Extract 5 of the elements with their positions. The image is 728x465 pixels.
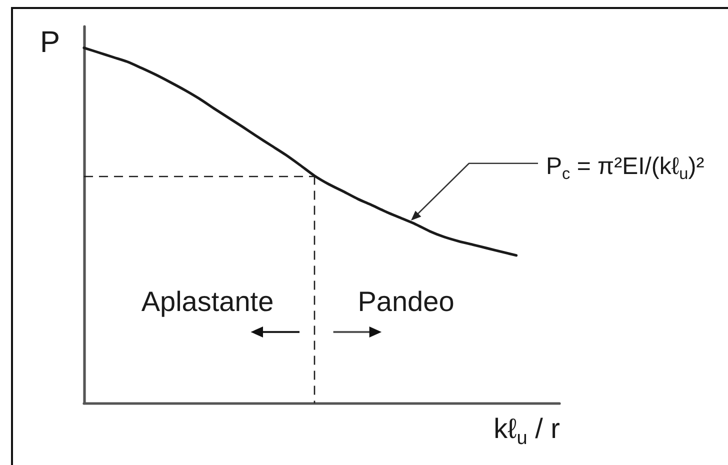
x-axis-title: kℓ$_{u}$ / r — [494, 412, 560, 449]
annotation: P$_{c}$ = π²EI/(kℓ$_{u}$)² — [546, 152, 704, 183]
annotation: Aplastante — [141, 286, 274, 317]
y-axis-title: P — [40, 26, 60, 59]
annotation: Pandeo — [358, 286, 454, 317]
